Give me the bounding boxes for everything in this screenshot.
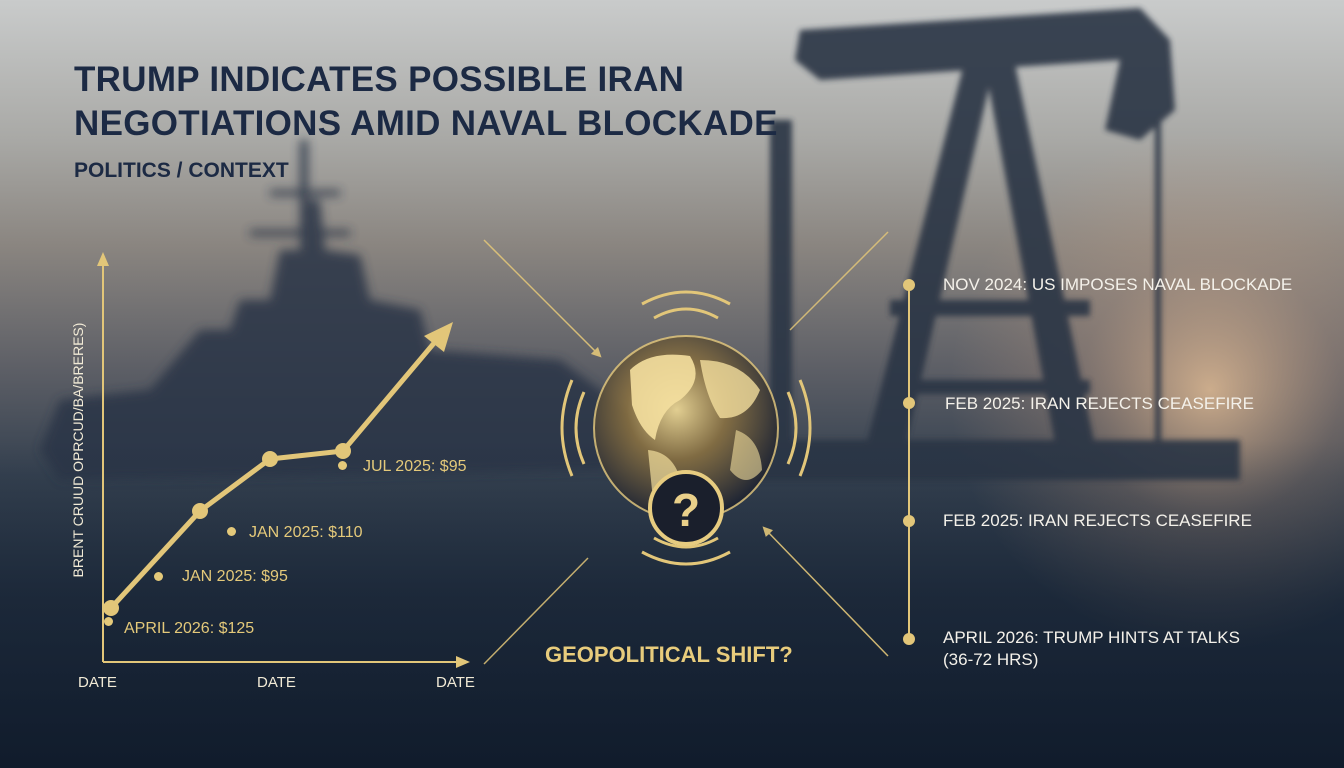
label-bullet bbox=[154, 572, 163, 581]
pointer-arrow-bottom-left bbox=[483, 557, 589, 665]
data-point bbox=[192, 503, 208, 519]
x-axis-label-1: DATE bbox=[78, 674, 117, 691]
point-label-april-2026: APRIL 2026: $125 bbox=[124, 620, 255, 637]
timeline-dot bbox=[903, 633, 915, 645]
trend-arrowhead-icon bbox=[424, 322, 453, 352]
y-axis-arrow-icon bbox=[97, 252, 109, 266]
timeline-item-2: FEB 2025: IRAN REJECTS CEASEFIRE bbox=[945, 394, 1254, 413]
timeline-item-4-line-1: APRIL 2026: TRUMP HINTS AT TALKS bbox=[943, 628, 1240, 647]
data-point bbox=[262, 451, 278, 467]
pointer-arrow-top-left bbox=[483, 239, 602, 358]
timeline-item-3: FEB 2025: IRAN REJECTS CEASEFIRE bbox=[943, 511, 1252, 530]
label-bullet bbox=[104, 617, 113, 626]
data-point bbox=[103, 600, 119, 616]
svg-text:?: ? bbox=[672, 484, 700, 536]
x-axis-arrow-icon bbox=[456, 656, 470, 668]
section-label: POLITICS / CONTEXT bbox=[74, 159, 289, 182]
x-axis-label-3: DATE bbox=[436, 674, 475, 691]
point-label-jul-2025: JUL 2025: $95 bbox=[363, 458, 467, 475]
label-bullet bbox=[227, 527, 236, 536]
title-line-2: NEGOTIATIONS AMID NAVAL BLOCKADE bbox=[74, 104, 778, 143]
data-point bbox=[335, 443, 351, 459]
pointer-arrow-bottom-right bbox=[762, 526, 889, 657]
timeline-item-4: APRIL 2026: TRUMP HINTS AT TALKS (36-72 … bbox=[943, 627, 1240, 671]
pointer-arrow-top-right bbox=[789, 231, 889, 331]
timeline-dot bbox=[903, 397, 915, 409]
point-label-jan-2025-95: JAN 2025: $95 bbox=[182, 568, 288, 585]
y-axis-label: BRENT CRUUD OPRCUD/BA/BRERES) bbox=[70, 322, 86, 578]
timeline-item-4-line-2: (36-72 HRS) bbox=[943, 650, 1039, 669]
center-caption: GEOPOLITICAL SHIFT? bbox=[545, 642, 793, 667]
x-axis-label-2: DATE bbox=[257, 674, 296, 691]
timeline-dot bbox=[903, 279, 915, 291]
warship-silhouette bbox=[40, 140, 640, 480]
timeline-item-1: NOV 2024: US IMPOSES NAVAL BLOCKADE bbox=[943, 275, 1293, 294]
globe-question-icon: ? bbox=[560, 290, 812, 566]
title-line-1: TRUMP INDICATES POSSIBLE IRAN bbox=[74, 60, 685, 99]
point-label-jan-2025-110: JAN 2025: $110 bbox=[249, 524, 363, 541]
page-title: TRUMP INDICATES POSSIBLE IRAN NEGOTIATIO… bbox=[74, 58, 934, 146]
timeline-dot bbox=[903, 515, 915, 527]
label-bullet bbox=[338, 461, 347, 470]
